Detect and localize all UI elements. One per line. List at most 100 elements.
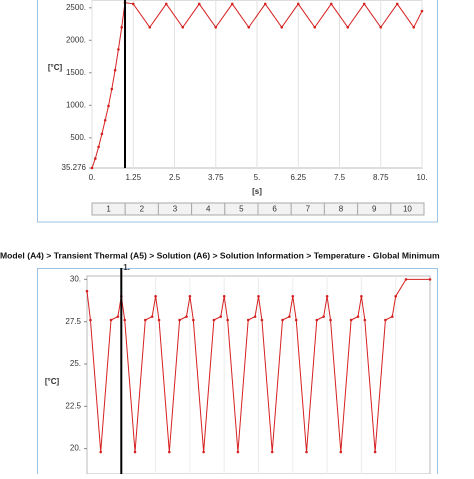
data-point xyxy=(260,318,264,322)
data-point xyxy=(94,157,97,160)
y-tick-label: 1500. xyxy=(66,68,86,77)
data-point xyxy=(363,318,367,322)
data-point xyxy=(154,295,157,298)
x-tick-label: 6.25 xyxy=(290,173,306,182)
data-point xyxy=(253,315,257,318)
data-point xyxy=(150,315,154,318)
data-point xyxy=(133,450,137,454)
y-tick-label: 22.5 xyxy=(65,401,81,410)
data-point xyxy=(202,450,205,454)
data-point xyxy=(346,25,350,29)
x-tick-label: 8.75 xyxy=(373,173,389,182)
chart-title: Model (A4) > Transient Thermal (A5) > So… xyxy=(0,250,440,260)
data-point xyxy=(360,295,363,298)
data-point xyxy=(197,2,201,6)
data-point xyxy=(356,315,360,318)
step-label: 7 xyxy=(306,205,311,214)
data-point xyxy=(192,318,195,322)
x-tick-label: 1.25 xyxy=(125,173,141,182)
y-tick-label: 30. xyxy=(70,274,81,283)
cursor-label: 1. xyxy=(123,263,130,272)
data-point xyxy=(281,318,284,322)
step-label: 2 xyxy=(140,205,145,214)
y-tick-label: 500. xyxy=(70,133,86,142)
data-point xyxy=(103,118,107,122)
data-point xyxy=(85,289,89,293)
data-line xyxy=(86,278,430,453)
data-point xyxy=(113,68,117,72)
step-label: 4 xyxy=(206,205,211,214)
data-point xyxy=(100,132,104,136)
data-point xyxy=(230,2,234,6)
data-point xyxy=(373,450,377,454)
data-point xyxy=(412,25,416,29)
y-tick-label: 1000. xyxy=(66,100,86,109)
data-point xyxy=(394,295,398,298)
step-label: 3 xyxy=(173,205,178,214)
data-point xyxy=(395,2,399,6)
data-point xyxy=(157,318,161,322)
data-point xyxy=(164,2,168,6)
data-point xyxy=(99,450,103,454)
step-label: 6 xyxy=(272,205,277,214)
data-point xyxy=(214,25,218,29)
x-tick-label: 5. xyxy=(254,173,261,182)
data-point xyxy=(148,25,152,29)
data-point xyxy=(329,318,332,322)
x-tick-label: 7.5 xyxy=(334,173,346,182)
data-point xyxy=(185,315,188,318)
data-point xyxy=(131,2,135,6)
x-tick-label: 10. xyxy=(416,173,427,182)
x-tick-label: 3.75 xyxy=(208,173,224,182)
data-point xyxy=(247,25,251,29)
y-axis-label: [°C] xyxy=(45,377,60,386)
data-point xyxy=(294,318,298,322)
data-point xyxy=(117,48,120,51)
data-point xyxy=(349,318,353,322)
y-tick-label: 20. xyxy=(70,444,81,453)
step-cell xyxy=(390,202,425,216)
data-point xyxy=(322,315,325,318)
data-point xyxy=(263,2,267,6)
data-point xyxy=(329,2,333,6)
step-label: 1 xyxy=(106,205,111,214)
data-point xyxy=(270,450,274,454)
y-tick-label: 25. xyxy=(70,359,81,368)
data-point xyxy=(222,295,226,298)
data-point xyxy=(246,318,250,322)
data-point xyxy=(404,278,408,281)
data-point xyxy=(257,295,260,298)
data-point xyxy=(181,25,185,29)
x-tick-label: 0. xyxy=(89,173,96,182)
data-point xyxy=(313,25,317,29)
data-point xyxy=(97,145,100,149)
data-point xyxy=(362,2,366,6)
data-point xyxy=(236,450,240,454)
data-point xyxy=(120,25,123,29)
y-axis-label: [°C] xyxy=(48,63,63,72)
data-point xyxy=(291,295,295,298)
y-tick-label: 2000. xyxy=(66,35,86,44)
data-line xyxy=(91,2,423,169)
y-tick-label: 2500. xyxy=(66,3,86,12)
data-point xyxy=(178,318,181,322)
data-point xyxy=(280,25,284,29)
data-point xyxy=(339,450,343,454)
step-label: 5 xyxy=(239,205,244,214)
data-point xyxy=(110,87,114,91)
data-point xyxy=(428,278,432,281)
data-point xyxy=(325,295,329,298)
data-point xyxy=(116,315,120,318)
y-tick-label: 35.276 xyxy=(62,163,87,172)
data-point xyxy=(89,318,92,322)
x-axis-label: [s] xyxy=(252,187,262,196)
data-point xyxy=(109,318,113,322)
data-point xyxy=(384,318,387,322)
step-label: 10 xyxy=(403,205,412,214)
y-tick-label: 27.5 xyxy=(65,317,81,326)
data-point xyxy=(305,450,308,454)
step-label: 8 xyxy=(339,205,344,214)
data-point xyxy=(219,315,223,318)
